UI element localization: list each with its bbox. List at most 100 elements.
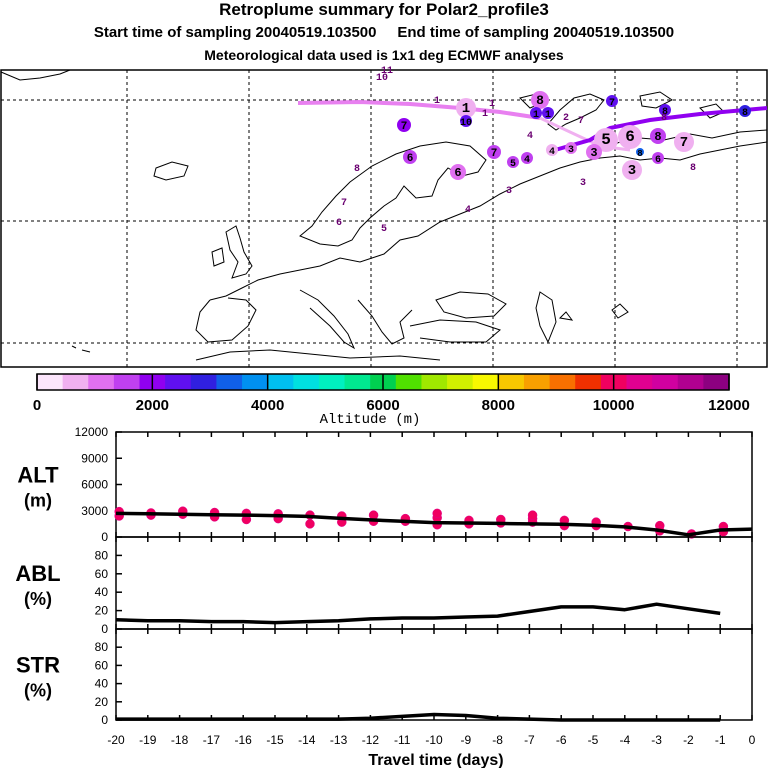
x-tick-label: -7 xyxy=(524,733,535,747)
plume-point-label: 7 xyxy=(609,98,615,109)
colorbar-swatch xyxy=(677,374,704,390)
colorbar-swatch xyxy=(421,374,448,390)
plume-point-marker xyxy=(403,150,417,164)
plume-point-label: 6 xyxy=(454,166,461,180)
met-data-label: Meteorological data used is 1x1 deg ECMW… xyxy=(204,47,564,63)
plume-point-marker xyxy=(636,148,644,156)
plume-point-label: 3 xyxy=(506,186,512,197)
plume-point-marker xyxy=(739,105,751,117)
end-time-label: End time of sampling 20040519.103500 xyxy=(397,24,675,41)
y-tick-label: 80 xyxy=(95,640,109,654)
map-frame xyxy=(0,69,768,368)
plume-point-marker xyxy=(606,95,618,107)
x-tick-label: 0 xyxy=(749,733,756,747)
x-tick-label: -4 xyxy=(619,733,630,747)
plume-point-marker xyxy=(659,104,671,116)
y-tick-label: 80 xyxy=(95,548,109,562)
plume-point-marker xyxy=(521,152,533,164)
colorbar-swatch xyxy=(575,374,602,390)
x-tick-label: -19 xyxy=(139,733,157,747)
x-tick-label: -12 xyxy=(362,733,380,747)
abl-axis-unit: (%) xyxy=(24,589,52,609)
colorbar-swatch xyxy=(652,374,679,390)
plume-point-label: 3 xyxy=(568,145,574,156)
abl-series-line xyxy=(115,602,721,625)
plume-point-label: 8 xyxy=(654,130,661,144)
plume-point-marker xyxy=(546,144,558,156)
str-axis-unit: (%) xyxy=(24,681,52,701)
x-tick-label: -11 xyxy=(394,733,411,747)
x-tick-label: -1 xyxy=(715,733,726,747)
plume-point-label: 8 xyxy=(661,113,667,124)
y-tick-label: 3000 xyxy=(81,504,108,518)
y-tick-label: 0 xyxy=(101,713,108,727)
plume-point-marker xyxy=(397,118,411,132)
plume-point-label: 3 xyxy=(580,178,586,189)
colorbar-tick-label: 6000 xyxy=(366,397,399,414)
plume-point-label: 8 xyxy=(637,149,642,159)
x-tick-label: -13 xyxy=(330,733,348,747)
colorbar-swatch xyxy=(267,374,294,390)
plume-point-label: 8 xyxy=(662,107,668,118)
plume-point-label: 10 xyxy=(376,73,388,84)
plume-point-marker xyxy=(565,142,577,154)
plume-point-marker xyxy=(531,91,549,109)
x-tick-label: -20 xyxy=(107,733,125,747)
trajectory-lines xyxy=(297,99,768,152)
plume-point-label: 1 xyxy=(489,99,495,110)
colorbar-tick-label: 8000 xyxy=(482,397,515,414)
colorbar-swatch xyxy=(523,374,551,390)
plume-point-label: 7 xyxy=(341,198,347,209)
plume-point-label: 5 xyxy=(381,224,387,235)
colorbar-swatch xyxy=(703,374,730,390)
plume-point-label: 7 xyxy=(491,148,498,160)
plume-point-label: 1 xyxy=(434,96,440,107)
plume-point-label: 6 xyxy=(625,128,635,146)
altitude-sample-point xyxy=(305,519,315,529)
plume-point-marker xyxy=(460,115,472,127)
plume-point-marker xyxy=(487,145,501,159)
plume-point-label: 4 xyxy=(465,205,471,216)
plume-point-marker xyxy=(586,144,602,160)
plume-point-label: 6 xyxy=(407,153,414,165)
plume-point-label: 3 xyxy=(590,146,597,160)
y-tick-label: 40 xyxy=(95,677,109,691)
y-tick-label: 20 xyxy=(95,695,109,709)
abl-frame xyxy=(115,536,753,630)
y-tick-label: 40 xyxy=(95,585,109,599)
x-tick-label: -8 xyxy=(492,733,503,747)
colorbar-swatch xyxy=(549,374,576,390)
plume-point-label: 2 xyxy=(563,113,569,124)
colorbar-swatch xyxy=(190,374,217,390)
x-tick-label: -9 xyxy=(460,733,471,747)
y-tick-label: 12000 xyxy=(75,425,109,439)
sampling-times: Start time of sampling 20040519.103500 E… xyxy=(0,24,768,41)
colorbar-swatch xyxy=(318,374,346,390)
colorbar-swatch xyxy=(626,374,653,390)
y-tick-label: 60 xyxy=(95,567,109,581)
x-axis-label: Travel time (days) xyxy=(368,752,503,768)
trajectory-segment-mid xyxy=(554,106,768,152)
plume-point-label: 1 xyxy=(545,110,551,121)
y-tick-label: 60 xyxy=(95,658,109,672)
y-tick-label: 9000 xyxy=(81,451,108,465)
plume-point-marker xyxy=(674,132,694,152)
x-tick-label: -3 xyxy=(651,733,662,747)
str-frame xyxy=(115,628,753,721)
map-graticule xyxy=(1,70,767,367)
colorbar-swatch xyxy=(395,374,422,390)
colorbar-swatch xyxy=(472,374,499,390)
colorbar-swatch xyxy=(293,374,320,390)
plume-point-label: 10 xyxy=(460,118,472,129)
alt-axis-unit: (m) xyxy=(24,491,52,511)
colorbar-swatch xyxy=(498,374,525,390)
plume-point-label: 4 xyxy=(549,147,555,158)
plume-point-marker xyxy=(542,107,554,119)
colorbar-swatch xyxy=(242,374,269,390)
plume-point-label: 4 xyxy=(527,131,533,142)
x-tick-label: -18 xyxy=(171,733,189,747)
x-tick-label: -16 xyxy=(235,733,253,747)
